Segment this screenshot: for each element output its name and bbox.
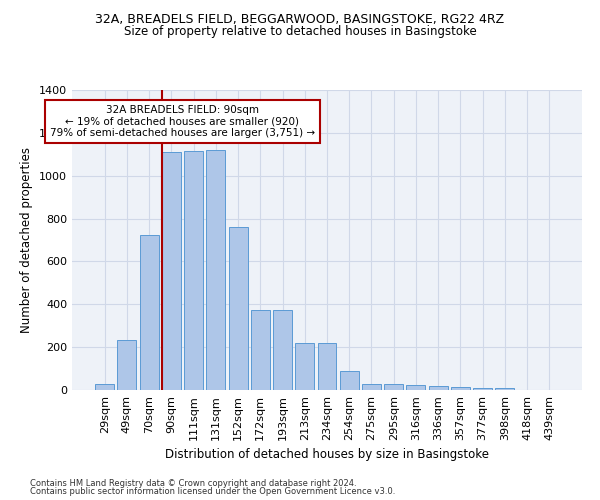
Bar <box>384 384 403 390</box>
Bar <box>406 384 425 390</box>
Bar <box>362 384 381 390</box>
Text: Contains HM Land Registry data © Crown copyright and database right 2024.: Contains HM Land Registry data © Crown c… <box>30 478 356 488</box>
Bar <box>295 343 314 390</box>
Y-axis label: Number of detached properties: Number of detached properties <box>20 147 34 333</box>
Bar <box>95 384 114 390</box>
Text: 32A, BREADELS FIELD, BEGGARWOOD, BASINGSTOKE, RG22 4RZ: 32A, BREADELS FIELD, BEGGARWOOD, BASINGS… <box>95 12 505 26</box>
Bar <box>429 386 448 390</box>
Bar <box>251 310 270 390</box>
Bar <box>118 340 136 390</box>
Bar <box>140 234 158 390</box>
Text: Size of property relative to detached houses in Basingstoke: Size of property relative to detached ho… <box>124 25 476 38</box>
Bar <box>496 388 514 390</box>
Bar <box>162 152 181 390</box>
Bar <box>184 151 203 390</box>
Bar <box>229 227 248 390</box>
Bar <box>473 388 492 390</box>
Text: Contains public sector information licensed under the Open Government Licence v3: Contains public sector information licen… <box>30 487 395 496</box>
Bar <box>317 343 337 390</box>
Bar <box>273 310 292 390</box>
Bar <box>451 387 470 390</box>
Text: 32A BREADELS FIELD: 90sqm
← 19% of detached houses are smaller (920)
79% of semi: 32A BREADELS FIELD: 90sqm ← 19% of detac… <box>50 105 315 138</box>
X-axis label: Distribution of detached houses by size in Basingstoke: Distribution of detached houses by size … <box>165 448 489 461</box>
Bar <box>340 370 359 390</box>
Bar <box>206 150 225 390</box>
